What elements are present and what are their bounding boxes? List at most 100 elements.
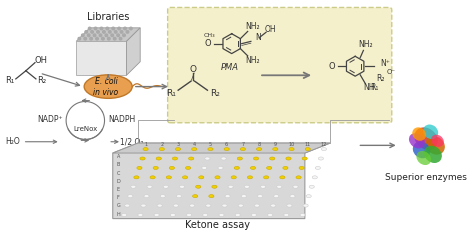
Polygon shape	[127, 28, 140, 75]
Text: 1: 1	[144, 142, 147, 147]
Ellipse shape	[84, 75, 132, 98]
Text: 2: 2	[160, 142, 164, 147]
Circle shape	[78, 37, 81, 40]
Ellipse shape	[203, 213, 208, 216]
Ellipse shape	[215, 176, 220, 179]
Ellipse shape	[315, 166, 320, 170]
Circle shape	[114, 31, 117, 33]
Ellipse shape	[283, 166, 288, 170]
Text: E: E	[117, 187, 120, 192]
Ellipse shape	[296, 176, 301, 179]
FancyBboxPatch shape	[168, 7, 392, 123]
Ellipse shape	[424, 146, 442, 163]
Ellipse shape	[417, 151, 431, 165]
Text: Superior enzymes: Superior enzymes	[385, 173, 467, 182]
Ellipse shape	[321, 148, 327, 151]
Ellipse shape	[137, 166, 142, 170]
Ellipse shape	[159, 148, 164, 151]
Ellipse shape	[409, 133, 425, 149]
Ellipse shape	[289, 148, 294, 151]
Ellipse shape	[156, 157, 161, 160]
Ellipse shape	[153, 166, 158, 170]
Circle shape	[85, 31, 88, 33]
Ellipse shape	[287, 204, 292, 207]
Ellipse shape	[277, 185, 282, 188]
Ellipse shape	[141, 204, 146, 207]
Ellipse shape	[423, 125, 438, 139]
Text: 4: 4	[192, 142, 196, 147]
Text: R₁: R₁	[370, 83, 379, 92]
Circle shape	[120, 31, 123, 33]
Ellipse shape	[240, 148, 246, 151]
Circle shape	[100, 27, 103, 30]
Text: O: O	[189, 65, 196, 74]
Ellipse shape	[212, 185, 217, 188]
Text: Ketone assay: Ketone assay	[185, 220, 250, 230]
Circle shape	[108, 37, 110, 40]
Text: OH: OH	[34, 56, 47, 65]
Circle shape	[124, 27, 126, 30]
Text: 10: 10	[288, 142, 295, 147]
Circle shape	[93, 34, 96, 36]
Ellipse shape	[254, 157, 259, 160]
Text: R₂: R₂	[376, 74, 384, 83]
Polygon shape	[113, 143, 330, 219]
Ellipse shape	[261, 185, 265, 188]
Ellipse shape	[128, 195, 133, 198]
Text: 8: 8	[257, 142, 261, 147]
Ellipse shape	[237, 157, 242, 160]
Ellipse shape	[225, 195, 230, 198]
Ellipse shape	[264, 176, 269, 179]
Text: NH₂: NH₂	[358, 40, 373, 49]
Ellipse shape	[306, 195, 311, 198]
Ellipse shape	[138, 213, 143, 216]
Text: 1/2 O₂: 1/2 O₂	[120, 137, 144, 146]
Ellipse shape	[209, 195, 214, 198]
Ellipse shape	[224, 148, 229, 151]
Text: OH: OH	[265, 25, 276, 34]
Circle shape	[84, 37, 87, 40]
Ellipse shape	[270, 157, 275, 160]
Circle shape	[106, 27, 109, 30]
Ellipse shape	[219, 213, 224, 216]
Circle shape	[97, 31, 99, 33]
Ellipse shape	[413, 141, 430, 158]
Ellipse shape	[244, 185, 249, 188]
Ellipse shape	[182, 176, 188, 179]
Ellipse shape	[173, 204, 179, 207]
Ellipse shape	[414, 127, 438, 150]
Ellipse shape	[319, 157, 323, 160]
Ellipse shape	[273, 195, 279, 198]
Circle shape	[88, 27, 91, 30]
Text: O: O	[205, 39, 211, 48]
Ellipse shape	[173, 157, 178, 160]
Ellipse shape	[284, 213, 289, 216]
Ellipse shape	[286, 157, 291, 160]
Circle shape	[96, 37, 98, 40]
Text: NH₂: NH₂	[245, 56, 260, 65]
Ellipse shape	[169, 166, 174, 170]
Ellipse shape	[251, 213, 256, 216]
Text: O⁻: O⁻	[386, 69, 395, 75]
Ellipse shape	[280, 176, 285, 179]
Ellipse shape	[271, 204, 276, 207]
Circle shape	[117, 34, 119, 36]
Ellipse shape	[309, 185, 314, 188]
Ellipse shape	[175, 148, 181, 151]
Circle shape	[91, 31, 93, 33]
Polygon shape	[76, 41, 127, 75]
Circle shape	[126, 31, 129, 33]
Ellipse shape	[205, 157, 210, 160]
Text: R₂: R₂	[210, 89, 219, 98]
Ellipse shape	[154, 213, 159, 216]
Circle shape	[90, 37, 92, 40]
Ellipse shape	[299, 166, 304, 170]
Ellipse shape	[160, 195, 165, 198]
Ellipse shape	[163, 185, 168, 188]
Circle shape	[112, 27, 115, 30]
Ellipse shape	[166, 176, 172, 179]
Ellipse shape	[147, 185, 152, 188]
Circle shape	[102, 31, 105, 33]
Text: NADPH: NADPH	[108, 115, 136, 124]
Text: LreNox: LreNox	[73, 126, 98, 132]
